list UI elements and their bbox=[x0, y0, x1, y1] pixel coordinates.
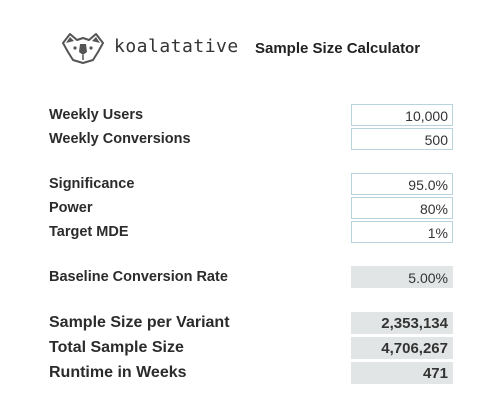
weekly-users-label: Weekly Users bbox=[49, 107, 144, 123]
significance-row: Significance 95.0% bbox=[49, 173, 454, 196]
significance-input[interactable]: 95.0% bbox=[351, 173, 453, 195]
header: koalatative Sample Size Calculator bbox=[60, 30, 460, 66]
koala-icon bbox=[62, 33, 104, 64]
target-mde-label: Target MDE bbox=[49, 224, 129, 240]
weekly-conversions-label: Weekly Conversions bbox=[49, 131, 191, 147]
weekly-users-row: Weekly Users 10,000 bbox=[49, 104, 454, 127]
baseline-rate-label: Baseline Conversion Rate bbox=[49, 269, 228, 285]
sample-per-variant-value: 2,353,134 bbox=[351, 312, 453, 334]
total-sample-value: 4,706,267 bbox=[351, 337, 453, 359]
weekly-conversions-row: Weekly Conversions 500 bbox=[49, 128, 454, 151]
power-row: Power 80% bbox=[49, 197, 454, 220]
baseline-rate-row: Baseline Conversion Rate 5.00% bbox=[49, 266, 454, 289]
weekly-conversions-input[interactable]: 500 bbox=[351, 128, 453, 150]
total-sample-label: Total Sample Size bbox=[49, 339, 184, 356]
page-title: Sample Size Calculator bbox=[255, 40, 421, 57]
total-sample-row: Total Sample Size 4,706,267 bbox=[49, 337, 454, 360]
runtime-weeks-label: Runtime in Weeks bbox=[49, 364, 187, 381]
power-label: Power bbox=[49, 200, 93, 216]
baseline-rate-value: 5.00% bbox=[351, 266, 453, 288]
brand-name: koalatative bbox=[114, 36, 239, 57]
target-mde-row: Target MDE 1% bbox=[49, 221, 454, 244]
sample-per-variant-row: Sample Size per Variant 2,353,134 bbox=[49, 312, 454, 335]
power-input[interactable]: 80% bbox=[351, 197, 453, 219]
significance-label: Significance bbox=[49, 176, 135, 192]
sample-per-variant-label: Sample Size per Variant bbox=[49, 314, 230, 331]
runtime-weeks-row: Runtime in Weeks 471 bbox=[49, 362, 454, 385]
target-mde-input[interactable]: 1% bbox=[351, 221, 453, 243]
runtime-weeks-value: 471 bbox=[351, 362, 453, 384]
weekly-users-input[interactable]: 10,000 bbox=[351, 104, 453, 126]
